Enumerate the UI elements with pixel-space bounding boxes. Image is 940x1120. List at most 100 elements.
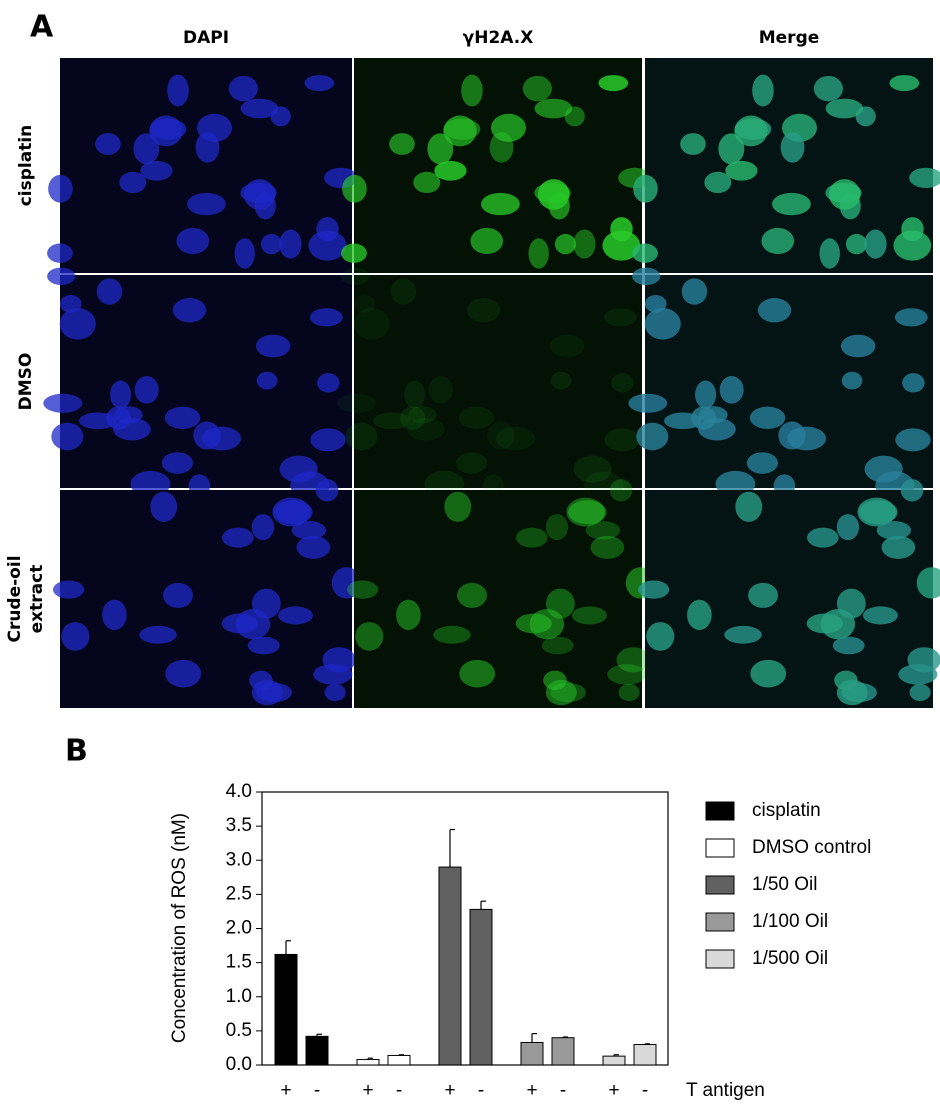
row-label: extract (27, 565, 47, 634)
y-tick-label: 3.5 (226, 815, 252, 836)
micrograph (638, 479, 940, 708)
cell-nucleus (308, 230, 347, 261)
cell-nucleus (680, 133, 706, 155)
micrograph (347, 479, 656, 708)
x-tick-label: + (362, 1080, 373, 1101)
cell-nucleus (618, 683, 640, 702)
micrograph (337, 267, 642, 500)
cell-nucleus (695, 380, 717, 409)
cell-nucleus (274, 500, 313, 525)
cell-nucleus (841, 371, 863, 390)
cell-nucleus (909, 167, 940, 188)
cell-nucleus (470, 227, 504, 255)
cell-nucleus (632, 267, 661, 286)
cell-nucleus (611, 373, 634, 393)
cell-nucleus (825, 98, 864, 119)
cell-nucleus (895, 428, 931, 452)
cell-nucleus (47, 267, 76, 286)
cell-nucleus (427, 133, 454, 165)
cell-nucleus (752, 74, 774, 107)
cell-nucleus (681, 278, 708, 305)
y-tick-label: 0.5 (226, 1020, 252, 1041)
cell-nucleus (724, 625, 762, 644)
cell-nucleus (602, 230, 641, 261)
cell-nucleus (260, 233, 283, 255)
cell-nucleus (528, 238, 549, 269)
cell-nucleus (313, 664, 353, 685)
cell-nucleus (545, 679, 577, 706)
plot-frame (261, 791, 669, 1066)
legend-swatch (705, 949, 735, 969)
cell-nucleus (735, 491, 763, 522)
cell-nucleus (228, 75, 258, 102)
micrograph (43, 267, 352, 500)
cell-nucleus (609, 479, 633, 502)
cell-nucleus (255, 334, 291, 358)
cell-nucleus (780, 132, 805, 163)
bar (356, 1059, 380, 1066)
cell-nucleus (443, 115, 477, 147)
cell-nucleus (102, 599, 127, 631)
x-tick-label: + (526, 1080, 537, 1101)
bar (551, 1037, 575, 1066)
cell-nucleus (893, 230, 932, 261)
bar (305, 1035, 329, 1066)
cell-nucleus (636, 422, 669, 451)
cell-nucleus (515, 613, 552, 634)
cell-nucleus (876, 521, 912, 540)
cell-nucleus (187, 192, 226, 216)
cell-nucleus (341, 267, 370, 286)
legend-swatch (705, 875, 735, 895)
cell-nucleus (748, 582, 778, 608)
legend-swatch (705, 801, 735, 821)
x-tick-label: + (444, 1080, 455, 1101)
cell-nucleus (687, 599, 712, 631)
cell-nucleus (832, 636, 865, 655)
cell-nucleus (355, 622, 384, 651)
cell-nucleus (251, 588, 281, 619)
cell-nucleus (749, 406, 786, 430)
cell-nucleus (902, 373, 925, 393)
x-tick-label: - (642, 1080, 648, 1101)
micrograph (53, 479, 362, 708)
cell-nucleus (404, 380, 426, 409)
y-tick-label: 2.5 (226, 883, 252, 904)
cell-nucleus (573, 229, 596, 259)
cell-nucleus (644, 307, 681, 340)
cell-nucleus (864, 455, 903, 483)
bar (602, 1055, 626, 1066)
micrograph (632, 58, 940, 273)
bar (469, 908, 493, 1066)
micrograph (47, 58, 358, 273)
micrograph (628, 267, 933, 500)
cell-nucleus (522, 75, 552, 102)
cell-nucleus (598, 75, 629, 92)
cell-nucleus (48, 174, 73, 203)
cell-nucleus (251, 514, 275, 541)
legend-label: 1/100 Oil (752, 911, 828, 932)
cell-nucleus (291, 521, 327, 540)
cell-nucleus (807, 527, 839, 548)
legend-label: DMSO control (752, 837, 871, 858)
cell-nucleus (568, 500, 607, 525)
cell-nucleus (96, 278, 123, 305)
cell-nucleus (590, 535, 625, 559)
cell-nucleus (161, 452, 194, 474)
cell-nucleus (176, 227, 210, 255)
cell-nucleus (550, 371, 572, 390)
cell-nucleus (718, 133, 745, 165)
cell-nucleus (342, 174, 367, 203)
cell-nucleus (193, 421, 221, 450)
cell-nucleus (256, 371, 278, 390)
cell-nucleus (139, 625, 177, 644)
cell-nucleus (459, 659, 496, 688)
cell-nucleus (894, 308, 928, 327)
cell-nucleus (466, 298, 501, 323)
x-tick-label: + (608, 1080, 619, 1101)
cell-nucleus (310, 428, 346, 452)
cell-nucleus (603, 308, 637, 327)
cell-nucleus (845, 233, 868, 255)
bar (274, 953, 298, 1066)
row-label: cisplatin (16, 125, 36, 207)
bar (633, 1044, 657, 1066)
